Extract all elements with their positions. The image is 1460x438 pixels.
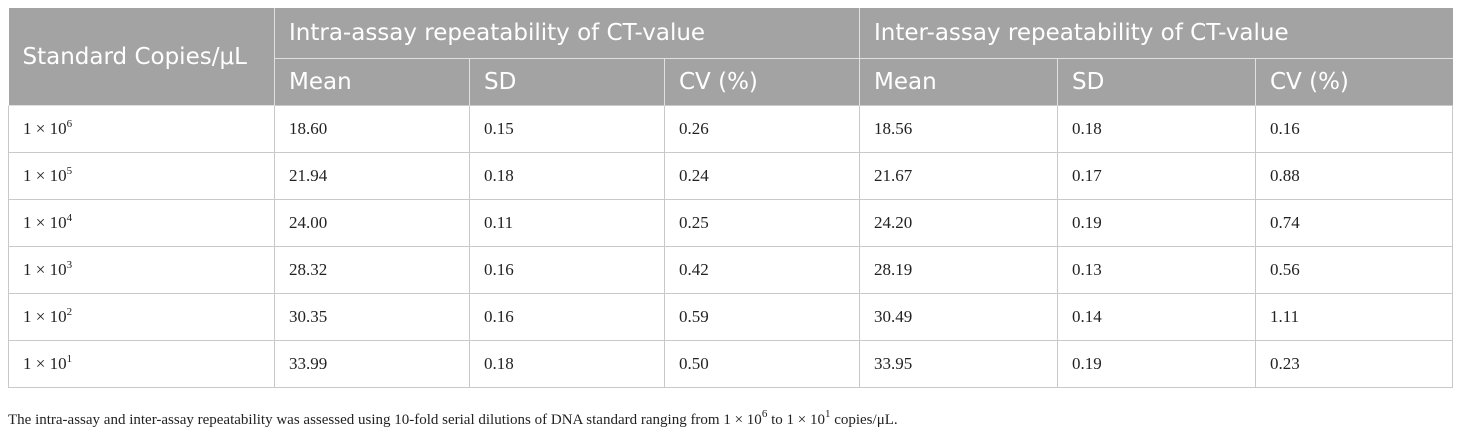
standard-base: 1 × 10 (23, 166, 67, 185)
standard-exponent: 6 (66, 118, 73, 130)
row-standard-cell: 1 × 106 (8, 105, 275, 153)
intra-cv-cell: 0.25 (664, 199, 860, 247)
inter-mean-cell: 33.95 (859, 340, 1058, 388)
inter-mean-cell: 28.19 (859, 246, 1058, 294)
inter-mean-cell: 24.20 (859, 199, 1058, 247)
table-row: 1 × 104 24.00 0.11 0.25 24.20 0.19 0.74 (8, 199, 1453, 247)
header-inter-sd: SD (1057, 58, 1256, 106)
header-intra-assay: Intra-assay repeatability of CT-value (274, 8, 860, 59)
intra-sd-cell: 0.18 (469, 340, 665, 388)
table-row: 1 × 106 18.60 0.15 0.26 18.56 0.18 0.16 (8, 105, 1453, 153)
inter-mean-cell: 21.67 (859, 152, 1058, 200)
inter-cv-cell: 0.74 (1255, 199, 1453, 247)
row-standard-cell: 1 × 103 (8, 246, 275, 294)
inter-mean-cell: 18.56 (859, 105, 1058, 153)
standard-base: 1 × 10 (23, 260, 67, 279)
intra-mean-cell: 21.94 (274, 152, 470, 200)
inter-cv-cell: 1.11 (1255, 293, 1453, 341)
header-row-sub: Mean SD CV (%) Mean SD CV (%) (9, 58, 1453, 106)
intra-cv-cell: 0.59 (664, 293, 860, 341)
footnote-text-1: The intra-assay and inter-assay repeatab… (8, 412, 762, 428)
standard-base: 1 × 10 (23, 354, 67, 373)
intra-cv-cell: 0.26 (664, 105, 860, 153)
header-intra-cv: CV (%) (664, 58, 860, 106)
inter-mean-cell: 30.49 (859, 293, 1058, 341)
intra-cv-cell: 0.24 (664, 152, 860, 200)
row-standard-cell: 1 × 102 (8, 293, 275, 341)
standard-exponent: 5 (66, 165, 73, 177)
header-inter-assay: Inter-assay repeatability of CT-value (859, 8, 1453, 59)
header-standard-copies: Standard Copies/μL (8, 8, 275, 106)
inter-cv-cell: 0.88 (1255, 152, 1453, 200)
inter-sd-cell: 0.18 (1057, 105, 1256, 153)
inter-sd-cell: 0.14 (1057, 293, 1256, 341)
row-standard-cell: 1 × 101 (8, 340, 275, 388)
intra-mean-cell: 24.00 (274, 199, 470, 247)
standard-exponent: 2 (66, 306, 73, 318)
inter-sd-cell: 0.19 (1057, 340, 1256, 388)
standard-exponent: 1 (66, 353, 73, 365)
intra-sd-cell: 0.16 (469, 293, 665, 341)
inter-cv-cell: 0.23 (1255, 340, 1453, 388)
intra-sd-cell: 0.16 (469, 246, 665, 294)
intra-mean-cell: 18.60 (274, 105, 470, 153)
intra-sd-cell: 0.18 (469, 152, 665, 200)
row-standard-cell: 1 × 105 (8, 152, 275, 200)
table-row: 1 × 103 28.32 0.16 0.42 28.19 0.13 0.56 (8, 246, 1453, 294)
footnote-text-3: copies/μL. (830, 412, 898, 428)
intra-cv-cell: 0.50 (664, 340, 860, 388)
footnote-exponent-2: 1 (824, 408, 831, 420)
standard-base: 1 × 10 (23, 119, 67, 138)
standard-exponent: 4 (66, 212, 73, 224)
header-row-top: Standard Copies/μL Intra-assay repeatabi… (8, 8, 1453, 106)
inter-sd-cell: 0.13 (1057, 246, 1256, 294)
inter-sd-cell: 0.17 (1057, 152, 1256, 200)
table-row: 1 × 101 33.99 0.18 0.50 33.95 0.19 0.23 (8, 340, 1453, 388)
table-footnote: The intra-assay and inter-assay repeatab… (8, 409, 898, 429)
header-intra-sd: SD (469, 58, 665, 106)
standard-base: 1 × 10 (23, 213, 67, 232)
intra-mean-cell: 28.32 (274, 246, 470, 294)
intra-mean-cell: 30.35 (274, 293, 470, 341)
repeatability-table: Standard Copies/μL Intra-assay repeatabi… (8, 8, 1453, 388)
inter-sd-cell: 0.19 (1057, 199, 1256, 247)
header-inter-mean: Mean (859, 58, 1058, 106)
table-row: 1 × 102 30.35 0.16 0.59 30.49 0.14 1.11 (8, 293, 1453, 341)
row-standard-cell: 1 × 104 (8, 199, 275, 247)
header-inter-cv: CV (%) (1255, 58, 1453, 106)
inter-cv-cell: 0.56 (1255, 246, 1453, 294)
footnote-exponent-1: 6 (761, 408, 768, 420)
inter-cv-cell: 0.16 (1255, 105, 1453, 153)
standard-base: 1 × 10 (23, 307, 67, 326)
intra-cv-cell: 0.42 (664, 246, 860, 294)
header-intra-mean: Mean (274, 58, 470, 106)
standard-exponent: 3 (66, 259, 73, 271)
intra-sd-cell: 0.11 (469, 199, 665, 247)
intra-sd-cell: 0.15 (469, 105, 665, 153)
intra-mean-cell: 33.99 (274, 340, 470, 388)
footnote-text-2: to 1 × 10 (767, 412, 825, 428)
table-row: 1 × 105 21.94 0.18 0.24 21.67 0.17 0.88 (8, 152, 1453, 200)
